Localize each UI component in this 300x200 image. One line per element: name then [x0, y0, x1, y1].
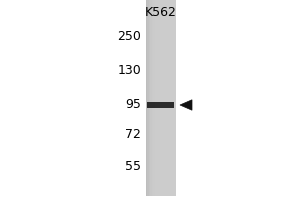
Bar	[148, 0, 150, 196]
Bar	[153, 0, 154, 196]
Text: K562: K562	[145, 6, 176, 19]
Text: 55: 55	[125, 160, 141, 173]
Text: 130: 130	[117, 64, 141, 77]
Bar	[147, 0, 148, 196]
Bar	[152, 0, 153, 196]
Text: 95: 95	[125, 98, 141, 112]
Bar	[146, 0, 147, 196]
Polygon shape	[180, 100, 192, 110]
Bar	[147, 102, 174, 108]
Bar	[146, 0, 176, 196]
Text: 72: 72	[125, 129, 141, 142]
Text: 250: 250	[117, 29, 141, 43]
Bar	[150, 0, 152, 196]
Bar	[154, 0, 156, 196]
